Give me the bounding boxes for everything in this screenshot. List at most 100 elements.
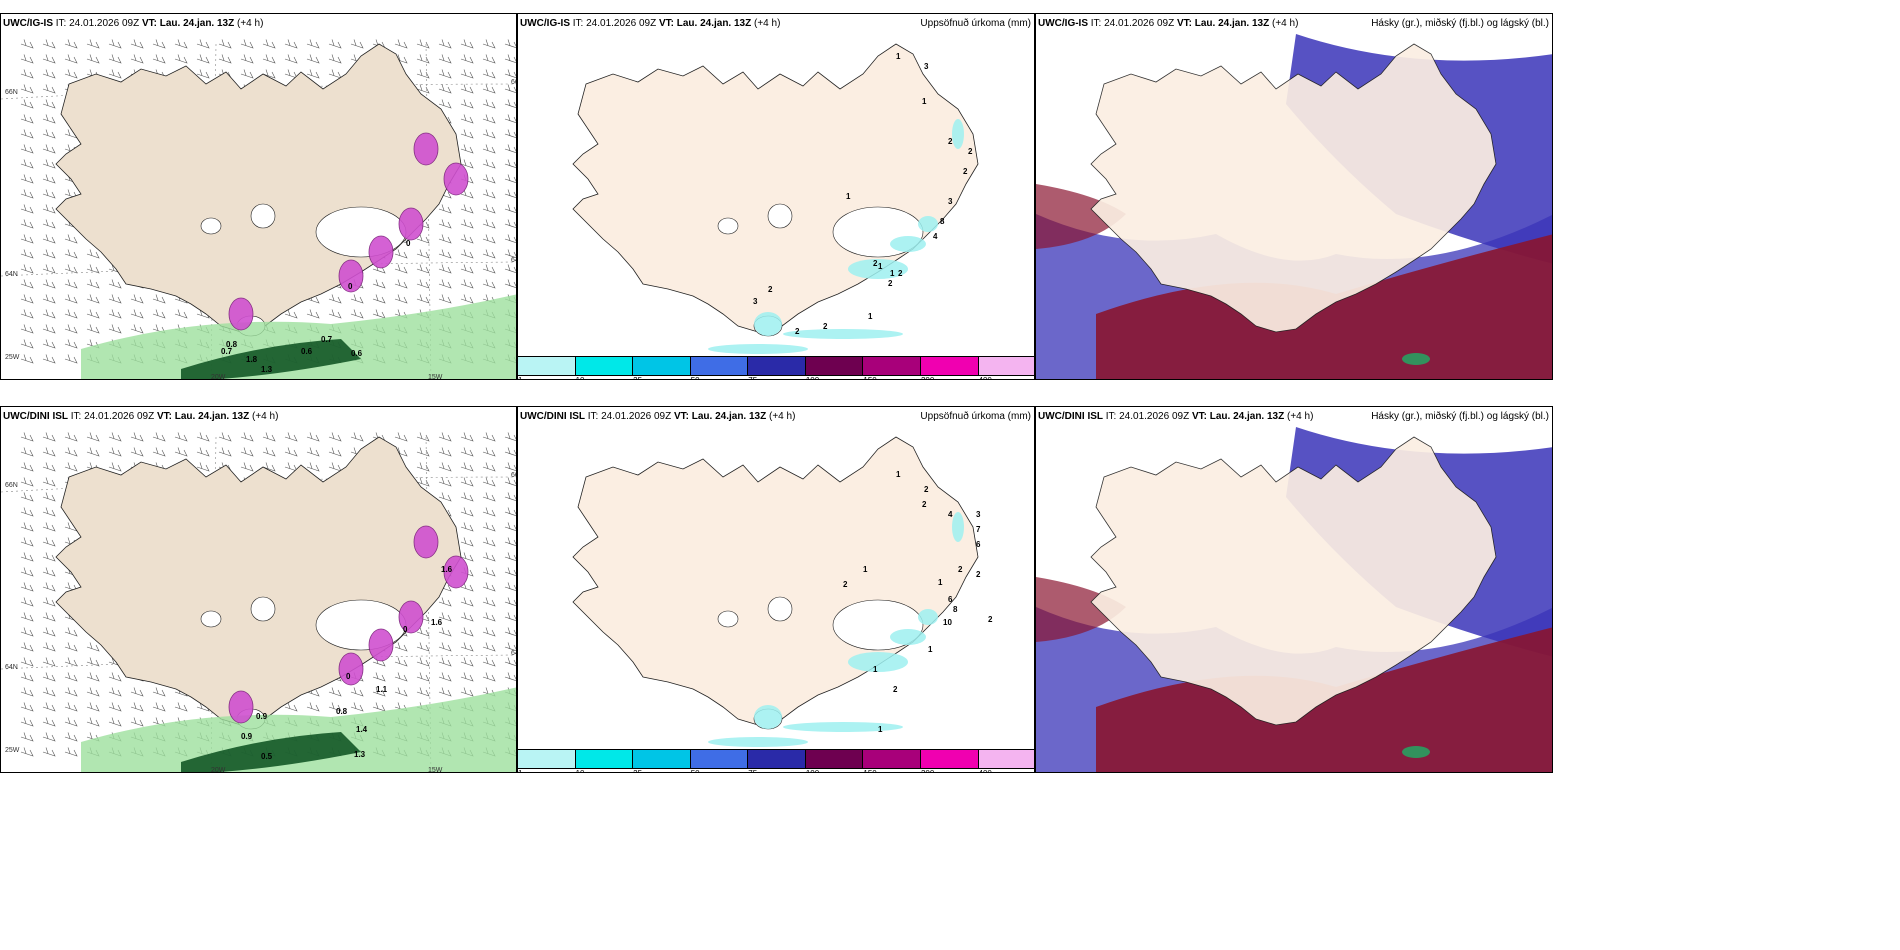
value-label: 2 [988,615,993,624]
cloud-low [1402,746,1430,758]
axis-label: 64N [5,271,18,278]
wind-barb [64,747,78,757]
wind-barb [504,477,516,486]
wind-barb [174,309,188,319]
wind-barb [438,462,452,472]
value-label: 0.7 [321,335,333,344]
wind-barb [504,234,516,243]
colorbar-swatch [748,357,806,375]
value-label: 2 [968,147,973,156]
colorbar-tick: 150 [863,376,921,379]
value-label: 0 [406,239,411,248]
colorbar-tick: 150 [863,769,921,772]
wind-barb [42,642,56,652]
wind-barb [42,447,56,457]
valid-time: Lau. 24.jan. 13Z [1194,18,1270,29]
wind-barb [42,324,56,334]
wind-barb [42,657,56,667]
wind-barb [42,432,56,442]
value-label: 8 [940,217,945,226]
wind-barb [86,54,100,64]
wind-barb [328,702,342,712]
wind-barb [42,114,56,124]
axis-label: 20W [211,374,226,380]
wind-barb [42,264,56,274]
wind-barb [20,687,34,697]
wind-barb [482,234,496,244]
wind-barb [108,462,122,472]
wind-barb [460,294,474,304]
value-label: 1 [863,565,868,574]
wind-barb [64,339,78,349]
valid-time: Lau. 24.jan. 13Z [159,18,235,29]
value-label: 2 [888,279,893,288]
wind-barb [64,309,78,319]
value-label: 1.4 [356,725,368,734]
wind-barb [438,477,452,487]
value-label: 2 [893,685,898,694]
wind-barb [306,39,320,49]
wind-barb [152,447,166,457]
iceland-land [55,43,462,333]
panel-header: UWC/DINI ISL IT: 24.01.2026 09Z VT: Lau.… [3,411,278,422]
wind-barb [482,462,496,472]
wind-barb [64,687,78,697]
wind-barb [86,309,100,319]
wind-barb [108,672,122,682]
wind-barb [20,204,34,214]
wind-barb [262,54,276,64]
wind-barb [20,567,34,577]
colorbar-ticks: 110255075100150200400 [518,376,1034,379]
wind-barb [482,537,496,547]
value-label: 1.6 [431,618,443,627]
wind-barb [306,432,320,442]
wind-barb [42,159,56,169]
wind-barb [416,432,430,442]
wind-barb [328,447,342,457]
wind-barb [372,672,386,682]
wind-barb [328,687,342,697]
shower-cell [398,600,424,634]
valid-time: Lau. 24.jan. 13Z [1209,411,1285,422]
precip-area [848,652,908,672]
wind-barb [42,204,56,214]
colorbar-swatch [690,357,749,375]
wind-barb [482,612,496,622]
lead-time: (+4 h) [252,411,279,422]
wind-barb [438,432,452,442]
wind-barb [460,84,474,94]
wind-barb [350,294,364,304]
colorbar-swatch [863,750,921,768]
wind-barb [416,249,430,259]
colorbar-tick: 200 [921,769,979,772]
wind-barb [64,39,78,49]
colorbar-swatch [978,750,1034,768]
wind-barb [416,294,430,304]
wind-barb [20,657,34,667]
wind-barb [438,687,452,697]
wind-barb [482,507,496,517]
wind-barb [328,294,342,304]
axis-label: 64N [511,257,517,264]
colorbar-swatch [575,750,634,768]
wind-barb [460,657,474,667]
value-label: 0.5 [261,752,273,761]
panel-header: UWC/DINI ISL IT: 24.01.2026 09Z VT: Lau.… [520,411,795,422]
wind-barb [482,219,496,229]
wind-barb [372,279,386,289]
wind-barb [42,702,56,712]
wind-barb [482,567,496,577]
wind-barb [174,39,188,49]
value-label: 1 [878,725,883,734]
wind-barb [20,264,34,274]
colorbar-swatch [690,750,749,768]
axis-label: 66N [511,79,517,86]
wind-barb [438,234,452,244]
value-label: 6 [948,595,953,604]
wind-barb [218,447,232,457]
wind-barb [20,702,34,712]
wind-barb [394,249,408,259]
wind-barb [262,462,276,472]
wind-barb [20,522,34,532]
